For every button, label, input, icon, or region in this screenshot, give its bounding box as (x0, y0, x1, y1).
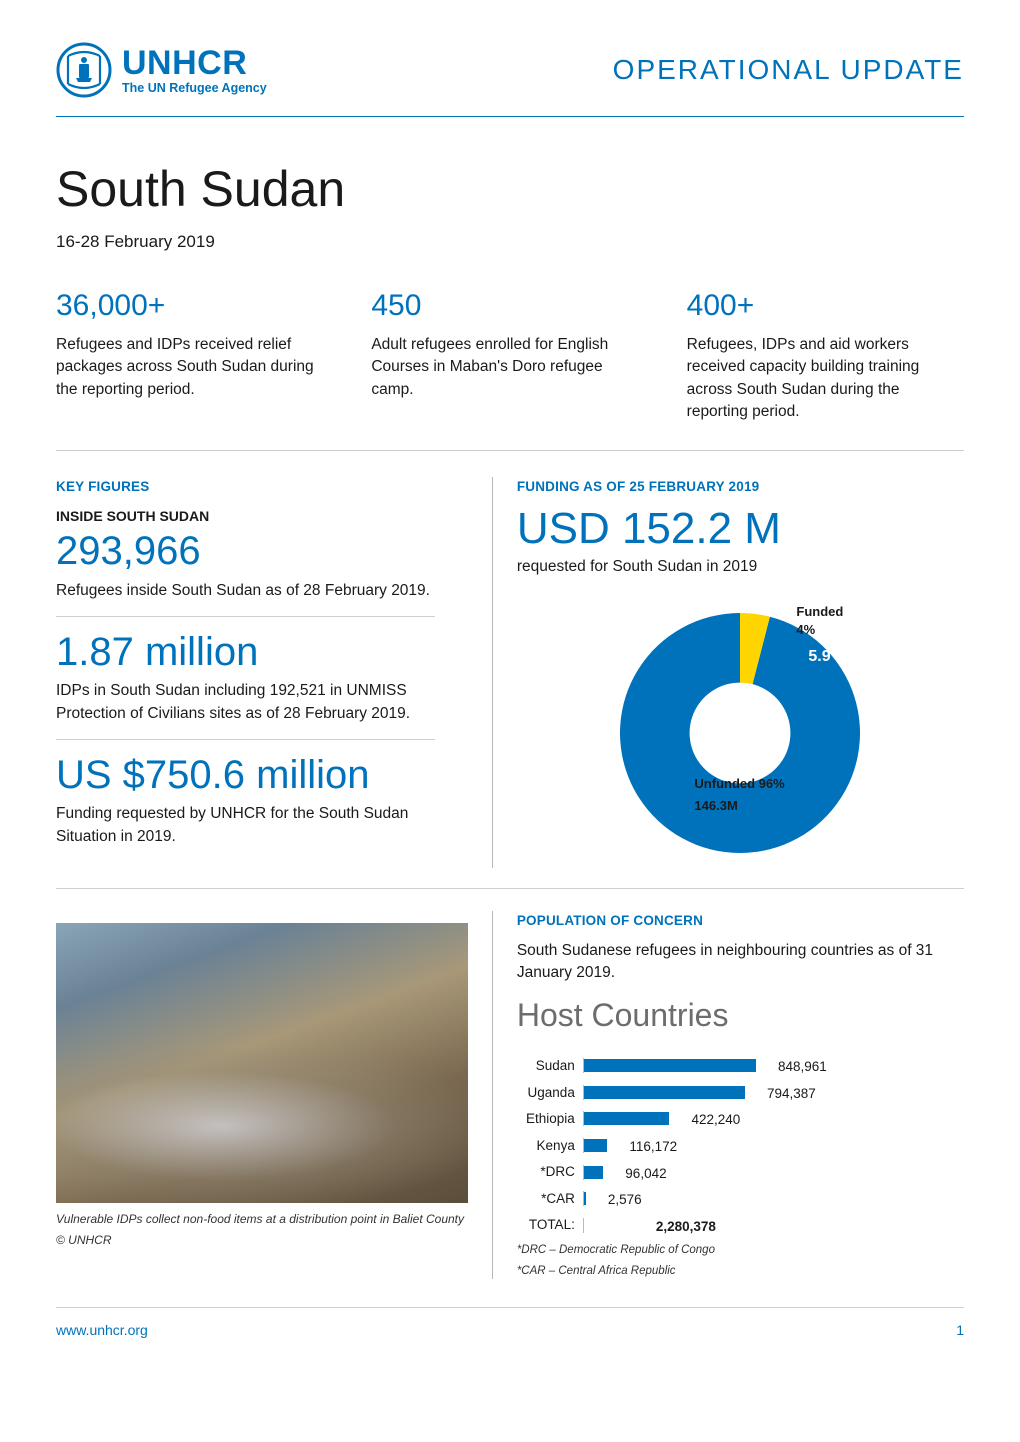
donut-unfunded-label: Unfunded 96% (694, 775, 784, 794)
key-figure-description: Refugees inside South Sudan as of 28 Feb… (56, 580, 468, 602)
donut-funded-pct: 4% (796, 621, 815, 640)
bar-fill (584, 1059, 756, 1072)
bar-label: *CAR (517, 1189, 583, 1209)
stat-number: 400+ (687, 284, 964, 328)
distribution-photo (56, 923, 468, 1203)
bar-row: *CAR2,576 (517, 1189, 964, 1209)
population-column: POPULATION OF CONCERN South Sudanese ref… (492, 911, 964, 1280)
stat-description: Refugees and IDPs received relief packag… (56, 334, 333, 401)
top-stat: 450 Adult refugees enrolled for English … (371, 284, 648, 423)
key-figure-divider (56, 616, 435, 617)
bar-value: 96,042 (615, 1164, 666, 1184)
photo-caption: Vulnerable IDPs collect non-food items a… (56, 1211, 468, 1228)
key-figures-funding-row: KEY FIGURES INSIDE SOUTH SUDAN 293,966 R… (56, 477, 964, 868)
bar-label: *DRC (517, 1162, 583, 1182)
section-label: POPULATION OF CONCERN (517, 911, 964, 931)
bar-track: 422,240 (583, 1111, 793, 1126)
key-figures-column: KEY FIGURES INSIDE SOUTH SUDAN 293,966 R… (56, 477, 492, 868)
header-rule (56, 116, 964, 117)
stat-number: 36,000+ (56, 284, 333, 328)
top-stats-row: 36,000+ Refugees and IDPs received relie… (56, 284, 964, 423)
host-countries-bar-chart: Sudan848,961Uganda794,387Ethiopia422,240… (517, 1056, 964, 1235)
footnote: *DRC – Democratic Republic of Congo (517, 1242, 964, 1259)
population-description: South Sudanese refugees in neighbouring … (517, 940, 964, 983)
funding-column: FUNDING AS OF 25 FEBRUARY 2019 USD 152.2… (492, 477, 964, 868)
bar-label: Uganda (517, 1083, 583, 1103)
photo-credit: © UNHCR (56, 1232, 468, 1249)
photo-column: Vulnerable IDPs collect non-food items a… (56, 911, 492, 1280)
bar-row: *DRC96,042 (517, 1162, 964, 1182)
bar-value: 2,576 (598, 1190, 642, 1210)
bar-label: Ethiopia (517, 1109, 583, 1129)
header: UNHCR The UN Refugee Agency OPERATIONAL … (56, 42, 964, 98)
bar-label: Sudan (517, 1056, 583, 1076)
section-rule (56, 450, 964, 451)
logo-main-text: UNHCR (122, 46, 267, 80)
top-stat: 36,000+ Refugees and IDPs received relie… (56, 284, 333, 423)
date-range: 16-28 February 2019 (56, 230, 964, 255)
unhcr-logo: UNHCR The UN Refugee Agency (56, 42, 267, 98)
photo-block: Vulnerable IDPs collect non-food items a… (56, 923, 468, 1250)
bar-value: 422,240 (681, 1110, 740, 1130)
key-figure-divider (56, 739, 435, 740)
bar-value: 848,961 (768, 1057, 827, 1077)
bar-track: 2,280,378 (583, 1218, 793, 1233)
footnote: *CAR – Central Africa Republic (517, 1263, 964, 1280)
logo-sub-text: The UN Refugee Agency (122, 82, 267, 95)
population-chart-title: Host Countries (517, 992, 964, 1038)
bar-track: 116,172 (583, 1138, 793, 1153)
bar-total-label: TOTAL: (517, 1215, 583, 1235)
footer-url[interactable]: www.unhcr.org (56, 1320, 148, 1340)
footer: www.unhcr.org 1 (56, 1320, 964, 1340)
logo-text: UNHCR The UN Refugee Agency (122, 46, 267, 95)
section-label: FUNDING AS OF 25 FEBRUARY 2019 (517, 477, 964, 497)
key-figure-number: 1.87 million (56, 631, 468, 674)
bar-fill (584, 1112, 670, 1125)
photo-population-row: Vulnerable IDPs collect non-food items a… (56, 911, 964, 1280)
bar-label: Kenya (517, 1136, 583, 1156)
bar-row: Uganda794,387 (517, 1083, 964, 1103)
key-figures-subhead: INSIDE SOUTH SUDAN (56, 506, 468, 526)
document-type: OPERATIONAL UPDATE (613, 50, 964, 91)
donut-unfunded-amount: 146.3M (694, 797, 737, 816)
bar-track: 848,961 (583, 1058, 793, 1073)
top-stat: 400+ Refugees, IDPs and aid workers rece… (687, 284, 964, 423)
bar-fill (584, 1166, 603, 1179)
key-figure-description: Funding requested by UNHCR for the South… (56, 803, 468, 848)
unhcr-emblem-icon (56, 42, 112, 98)
population-footnotes: *DRC – Democratic Republic of Congo *CAR … (517, 1242, 964, 1279)
key-figure-number: 293,966 (56, 530, 468, 573)
bar-row: Kenya116,172 (517, 1136, 964, 1156)
bar-row: Sudan848,961 (517, 1056, 964, 1076)
bar-total-row: TOTAL:2,280,378 (517, 1215, 964, 1235)
footer-page-number: 1 (956, 1320, 964, 1340)
section-label: KEY FIGURES (56, 477, 468, 497)
bar-row: Ethiopia422,240 (517, 1109, 964, 1129)
stat-description: Adult refugees enrolled for English Cour… (371, 334, 648, 401)
bar-fill (584, 1192, 586, 1205)
bar-track: 794,387 (583, 1085, 793, 1100)
bar-track: 96,042 (583, 1165, 793, 1180)
bar-fill (584, 1139, 608, 1152)
funding-donut-chart: Funded 4% 5.9 M Unfunded 96% 146.3M (580, 593, 900, 868)
bar-value: 794,387 (757, 1084, 816, 1104)
footer-rule (56, 1307, 964, 1308)
stat-number: 450 (371, 284, 648, 328)
bar-total-value: 2,280,378 (646, 1217, 716, 1237)
donut-funded-label: Funded (796, 603, 843, 622)
bar-value: 116,172 (619, 1137, 677, 1157)
bar-fill (584, 1086, 745, 1099)
page-title: South Sudan (56, 153, 964, 226)
key-figure-number: US $750.6 million (56, 754, 468, 797)
bar-track: 2,576 (583, 1191, 793, 1206)
key-figure-description: IDPs in South Sudan including 192,521 in… (56, 680, 468, 725)
stat-description: Refugees, IDPs and aid workers received … (687, 334, 964, 424)
section-rule (56, 888, 964, 889)
donut-funded-amount: 5.9 M (808, 645, 848, 668)
funding-sub: requested for South Sudan in 2019 (517, 556, 964, 578)
funding-amount: USD 152.2 M (517, 506, 964, 552)
